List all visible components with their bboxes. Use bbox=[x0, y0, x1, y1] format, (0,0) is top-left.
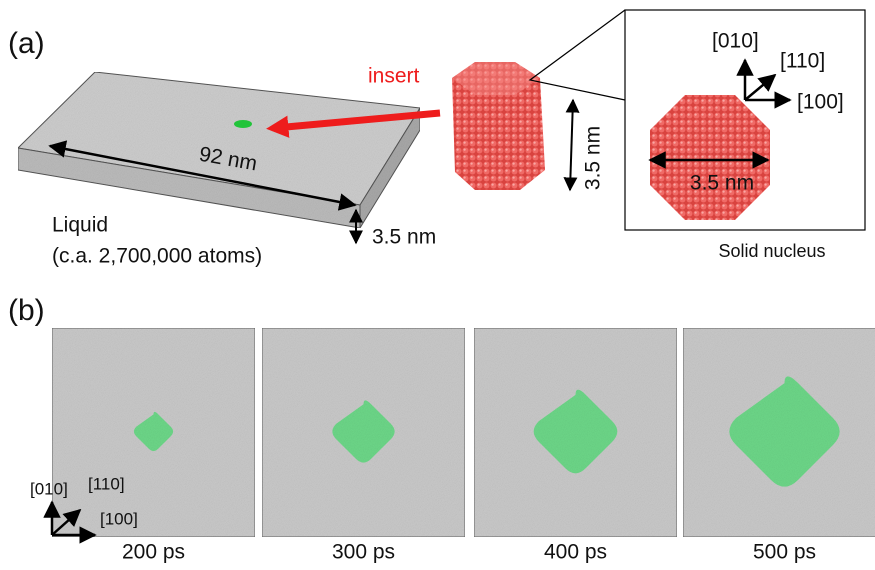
axis-label: [110] bbox=[88, 474, 125, 493]
panel-label: (b) bbox=[8, 294, 45, 327]
inset-caption: Solid nucleus bbox=[718, 241, 825, 261]
frame-time: 200 ps bbox=[122, 541, 185, 564]
axis-label: [010] bbox=[712, 30, 759, 53]
slab-thickness: 3.5 nm bbox=[372, 226, 436, 249]
slab-caption: Liquid bbox=[52, 214, 108, 237]
cylinder-height: 3.5 nm bbox=[582, 126, 605, 190]
slab-caption: (c.a. 2,700,000 atoms) bbox=[52, 245, 262, 268]
axis-label: [110] bbox=[780, 50, 825, 73]
panel-label: (a) bbox=[8, 27, 45, 60]
frame-time: 400 ps bbox=[544, 541, 607, 564]
axis-label: [100] bbox=[797, 91, 844, 114]
axis-label: [010] bbox=[30, 479, 68, 498]
insert-label: insert bbox=[368, 65, 420, 88]
nucleus-width: 3.5 nm bbox=[690, 172, 754, 195]
height-arrow bbox=[570, 100, 573, 190]
cylinder-nucleus bbox=[452, 62, 545, 190]
axis-label: [100] bbox=[100, 509, 138, 528]
frame-time: 300 ps bbox=[332, 541, 395, 564]
inset-box bbox=[530, 10, 865, 230]
nucleus-marker bbox=[234, 120, 252, 128]
frames bbox=[52, 328, 875, 537]
frame-time: 500 ps bbox=[753, 541, 816, 564]
figure: (a) 92 nm 3.5 nm Liquid (c.a. 2,700,000 … bbox=[0, 0, 875, 565]
